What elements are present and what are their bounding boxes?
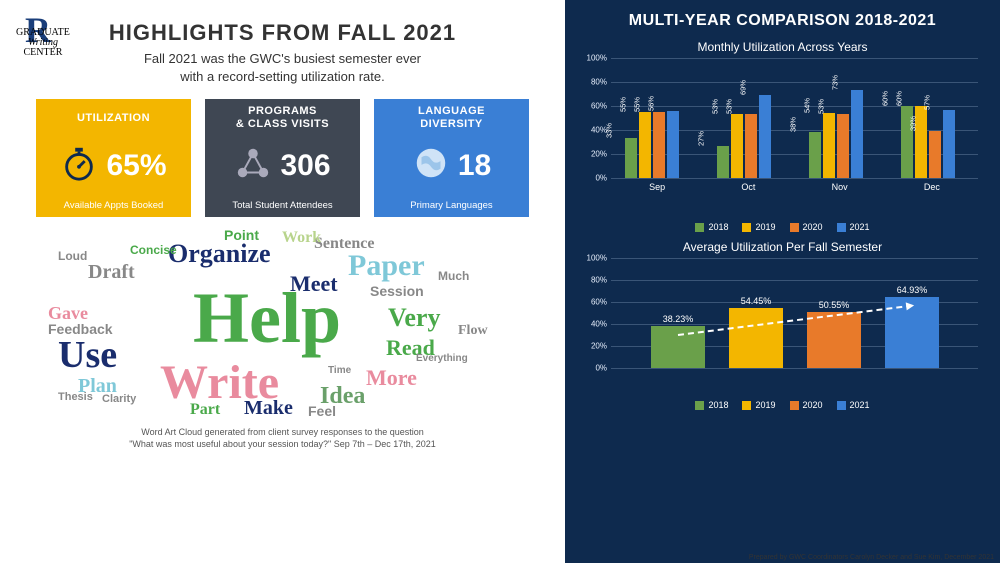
stat-value: 65% — [106, 149, 166, 183]
bar: 54.45% — [729, 308, 783, 368]
stat-sub: Total Student Attendees — [211, 200, 354, 211]
chart2-title: Average Utilization Per Fall Semester — [579, 240, 986, 254]
bar: 55% — [639, 112, 651, 178]
chart2-area: 0%20%40%60%80%100%38.23%54.45%50.55%64.9… — [611, 258, 978, 396]
bar: 56% — [667, 111, 679, 178]
globe-icon — [412, 144, 450, 187]
bar: 57% — [943, 110, 955, 178]
chart-monthly: Monthly Utilization Across Years 0%20%40… — [579, 40, 986, 232]
stat-value: 18 — [458, 149, 491, 183]
network-icon — [234, 144, 272, 187]
wordcloud-word: Point — [224, 227, 259, 243]
bar: 53% — [837, 114, 849, 178]
wordcloud-word: Much — [438, 269, 469, 283]
right-title: MULTI-YEAR COMPARISON 2018-2021 — [579, 12, 986, 30]
credit-line: Prepared by GWC Coordinators Carolyn Dec… — [749, 554, 994, 561]
wordcloud-word: Feedback — [48, 321, 113, 337]
chart2-legend: 2018 2019 2020 2021 — [579, 400, 986, 410]
bar: 54% — [823, 113, 835, 178]
bar: 50.55% — [807, 312, 861, 368]
right-panel: MULTI-YEAR COMPARISON 2018-2021 Monthly … — [565, 0, 1000, 563]
stat-sub: Available Appts Booked — [42, 200, 185, 211]
legend-item: 2018 — [695, 222, 728, 232]
left-panel: R GRADUATEWritingCENTER HIGHLIGHTS FROM … — [0, 0, 565, 563]
bar: 53% — [745, 114, 757, 178]
stat-card-2: LANGUAGEDIVERSITY 18 Primary Languages — [374, 99, 529, 217]
legend-item: 2021 — [837, 400, 870, 410]
wordcloud-word: Concise — [130, 243, 177, 257]
wordcloud-word: Paper — [348, 249, 425, 283]
bar: 38% — [809, 132, 821, 178]
legend-item: 2019 — [742, 400, 775, 410]
chart1-legend: 2018 2019 2020 2021 — [579, 222, 986, 232]
stat-sub: Primary Languages — [380, 200, 523, 211]
footnote: Word Art Cloud generated from client sur… — [18, 427, 547, 450]
wordcloud-word: Part — [190, 401, 220, 419]
legend-item: 2021 — [837, 222, 870, 232]
wordcloud-word: Flow — [458, 323, 488, 339]
trend-arrow — [678, 305, 912, 336]
wordcloud-word: More — [366, 365, 417, 391]
legend-item: 2020 — [790, 400, 823, 410]
bar: 27% — [717, 146, 729, 178]
page-subtitle: Fall 2021 was the GWC's busiest semester… — [18, 50, 547, 85]
wordcloud-word: Work — [282, 229, 321, 247]
stopwatch-icon — [60, 144, 98, 187]
bar: 53% — [731, 114, 743, 178]
bar: 69% — [759, 95, 771, 178]
wordcloud-word: Everything — [416, 353, 468, 364]
x-label: Nov — [832, 182, 848, 192]
x-label: Dec — [924, 182, 940, 192]
chart1-title: Monthly Utilization Across Years — [579, 40, 986, 54]
x-label: Sep — [649, 182, 665, 192]
stat-title: UTILIZATION — [42, 105, 185, 131]
stat-row: UTILIZATION 65% Available Appts BookedPR… — [18, 99, 547, 217]
chart-average: Average Utilization Per Fall Semester 0%… — [579, 240, 986, 410]
wordcloud-word: Thesis — [58, 391, 93, 403]
bar: 55% — [653, 112, 665, 178]
legend-item: 2020 — [790, 222, 823, 232]
logo-text: GRADUATEWritingCENTER — [16, 28, 70, 58]
wordcloud-word: Organize — [168, 239, 271, 269]
legend-item: 2018 — [695, 400, 728, 410]
wordcloud: HelpWriteUseOrganizePaperMeetVeryReadMor… — [18, 225, 547, 425]
bar: 39% — [929, 131, 941, 178]
wordcloud-word: Loud — [58, 249, 87, 263]
legend-item: 2019 — [742, 222, 775, 232]
stat-card-0: UTILIZATION 65% Available Appts Booked — [36, 99, 191, 217]
wordcloud-word: Use — [58, 333, 117, 377]
stat-value: 306 — [280, 149, 330, 183]
bar: 33% — [625, 138, 637, 178]
wordcloud-word: Make — [244, 397, 293, 420]
logo: R GRADUATEWritingCENTER — [10, 6, 66, 54]
wordcloud-word: Very — [388, 303, 440, 333]
wordcloud-word: Sentence — [314, 235, 374, 253]
wordcloud-word: Clarity — [102, 393, 136, 405]
wordcloud-word: Meet — [290, 271, 338, 297]
stat-title: LANGUAGEDIVERSITY — [380, 105, 523, 131]
bar: 73% — [851, 90, 863, 178]
wordcloud-word: Time — [328, 365, 351, 376]
stat-title: PROGRAMS& CLASS VISITS — [211, 105, 354, 131]
wordcloud-word: Session — [370, 283, 424, 299]
x-label: Oct — [741, 182, 755, 192]
wordcloud-word: Feel — [308, 403, 336, 419]
chart1-area: 0%20%40%60%80%100%33%55%55%56%27%53%53%6… — [611, 58, 978, 218]
wordcloud-word: Draft — [88, 261, 135, 284]
stat-card-1: PROGRAMS& CLASS VISITS 306 Total Student… — [205, 99, 360, 217]
page-title: HIGHLIGHTS FROM FALL 2021 — [18, 20, 547, 46]
